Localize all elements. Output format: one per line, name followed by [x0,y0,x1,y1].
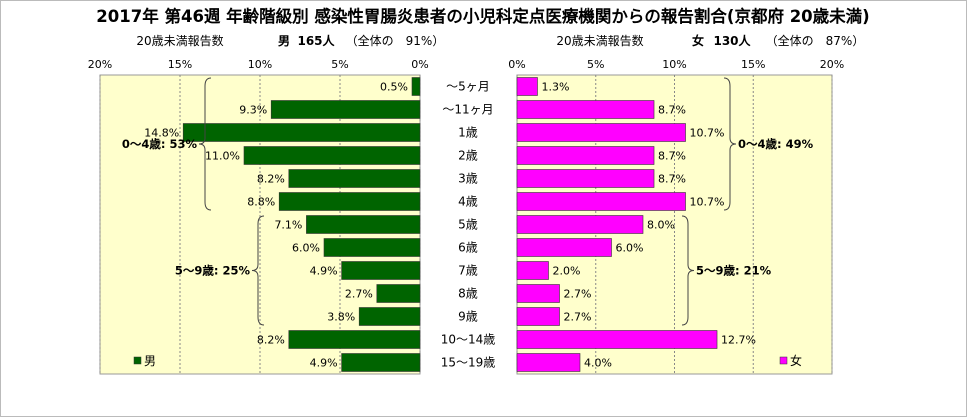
category-label: 1歳 [458,126,478,140]
bar-female [516,353,581,372]
age-group-bracket-female [681,215,695,326]
bar-male [270,100,421,119]
chart-title: 2017年 第46週 年齢階級別 感染性胃腸炎患者の小児科定点医療機関からの報告… [96,6,869,26]
x-tick-label: 15% [168,58,192,71]
bar-female [516,215,644,234]
legend-swatch-male [133,356,142,365]
category-label: 10～14歳 [441,333,496,347]
category-label: ～5ヶ月 [446,80,490,94]
data-label-female: 2.0% [553,265,581,278]
data-label-male: 11.0% [205,150,240,163]
bar-female [516,284,560,303]
data-label-male: 0.5% [380,81,408,94]
category-label: 7歳 [458,264,478,278]
bar-female [516,146,655,165]
age-group-annotation-female: 0～4歳: 49% [738,137,814,151]
bar-male [288,169,421,188]
female-header-sex: 女 [692,33,704,48]
x-tick-label: 0% [508,58,525,71]
bar-male [323,238,421,257]
data-label-male: 3.8% [327,311,355,324]
x-tick-label: 20% [820,58,844,71]
bar-male [341,353,421,372]
data-label-male: 6.0% [292,242,320,255]
x-tick-label: 0% [411,58,428,71]
bar-male [306,215,421,234]
female-header-count: 130人 [713,33,751,48]
data-label-male: 2.7% [345,288,373,301]
bar-female [516,192,686,211]
bar-male [288,330,421,349]
data-label-female: 8.7% [658,173,686,186]
bar-female [516,77,538,96]
data-label-female: 1.3% [541,81,569,94]
bar-female [516,307,560,326]
male-header-count: 165人 [297,33,335,48]
category-label: 3歳 [458,172,478,186]
bar-female [516,169,655,188]
bar-male [341,261,421,280]
age-group-bracket-female [723,77,737,211]
bar-male [243,146,421,165]
female-header-share: （全体の 87%） [766,33,865,48]
male-header-sex: 男 [278,34,290,48]
bar-male [182,123,421,142]
data-label-male: 7.1% [274,219,302,232]
age-group-bracket-male [198,77,212,211]
legend-swatch-female [779,356,788,365]
male-header-left: 20歳未満報告数 [136,33,223,48]
data-label-female: 2.7% [564,288,592,301]
bar-female [516,261,549,280]
bar-male [278,192,421,211]
data-label-male: 9.3% [239,104,267,117]
x-tick-label: 20% [88,58,112,71]
x-tick-label: 15% [741,58,765,71]
data-label-female: 4.0% [584,357,612,370]
data-label-female: 10.7% [690,196,725,209]
category-label: 6歳 [458,241,478,255]
bar-male [411,77,421,96]
female-header-left: 20歳未満報告数 [556,33,643,48]
category-label: 9歳 [458,310,478,324]
x-tick-label: 10% [662,58,686,71]
data-label-female: 8.0% [647,219,675,232]
x-tick-label: 5% [331,58,348,71]
data-label-male: 14.8% [144,127,179,140]
bar-male [376,284,421,303]
category-label: 15～19歳 [441,356,496,370]
x-tick-label: 5% [587,58,604,71]
bar-female [516,123,686,142]
data-label-female: 8.7% [658,104,686,117]
x-tick-label: 10% [248,58,272,71]
data-label-male: 8.2% [257,334,285,347]
category-label: 2歳 [458,149,478,163]
legend-label-female: 女 [790,353,802,368]
age-group-annotation-female: 5～9歳: 21% [696,264,772,278]
age-group-bracket-male [251,215,265,326]
age-group-annotation-male: 5～9歳: 25% [175,264,251,278]
data-label-female: 2.7% [564,311,592,324]
category-label: 5歳 [458,218,478,232]
data-label-male: 4.9% [310,357,338,370]
data-label-female: 8.7% [658,150,686,163]
data-label-male: 8.2% [257,173,285,186]
category-label: 8歳 [458,287,478,301]
age-group-annotation-male: 0～4歳: 53% [122,137,198,151]
data-label-female: 6.0% [616,242,644,255]
bar-female [516,100,655,119]
bar-female [516,330,718,349]
data-label-male: 8.8% [247,196,275,209]
legend-label-male: 男 [144,354,156,368]
data-label-male: 4.9% [310,265,338,278]
data-label-female: 10.7% [690,127,725,140]
category-label: 4歳 [458,195,478,209]
bar-male [358,307,421,326]
bar-female [516,238,612,257]
data-label-female: 12.7% [721,334,756,347]
category-label: ～11ヶ月 [442,103,493,117]
male-header-share: （全体の 91%） [346,33,445,48]
